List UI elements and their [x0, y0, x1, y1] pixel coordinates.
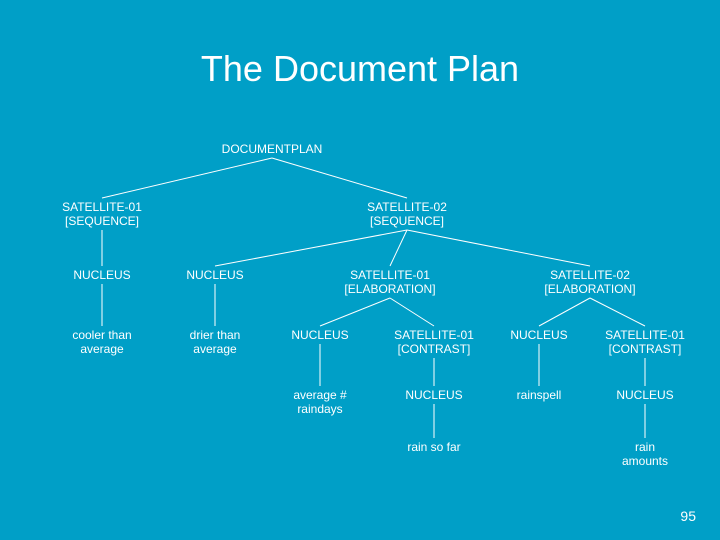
tree-node-s02: SATELLITE-02 [SEQUENCE]	[367, 200, 447, 229]
tree-node-n01a: NUCLEUS	[73, 268, 130, 282]
tree-node-rsp: rainspell	[517, 388, 562, 402]
page-number: 95	[680, 508, 696, 524]
tree-node-root: DOCUMENTPLAN	[222, 142, 323, 156]
tree-edge	[407, 230, 590, 266]
tree-node-ramt: rain amounts	[622, 440, 668, 469]
tree-edge	[215, 230, 407, 266]
tree-node-c02: SATELLITE-01 [CONTRAST]	[605, 328, 685, 357]
tree-node-c01: SATELLITE-01 [CONTRAST]	[394, 328, 474, 357]
tree-node-drier: drier than average	[190, 328, 241, 357]
tree-node-n_c02: NUCLEUS	[616, 388, 673, 402]
tree-edge	[320, 298, 390, 326]
tree-node-e02: SATELLITE-02 [ELABORATION]	[544, 268, 635, 297]
tree-edge	[539, 298, 590, 326]
tree-edge	[390, 230, 407, 266]
tree-node-cooler: cooler than average	[72, 328, 131, 357]
tree-node-n_c01: NUCLEUS	[405, 388, 462, 402]
tree-node-n_e02: NUCLEUS	[510, 328, 567, 342]
tree-edge	[272, 158, 407, 198]
tree-edge	[390, 298, 434, 326]
tree-node-n_e01: NUCLEUS	[291, 328, 348, 342]
tree-node-e01: SATELLITE-01 [ELABORATION]	[344, 268, 435, 297]
tree-edge	[590, 298, 645, 326]
tree-node-rsf: rain so far	[407, 440, 460, 454]
slide-title: The Document Plan	[0, 48, 720, 90]
tree-node-avgnd: average # raindays	[293, 388, 346, 417]
tree-edge	[102, 158, 272, 198]
tree-node-s01: SATELLITE-01 [SEQUENCE]	[62, 200, 142, 229]
tree-node-n01b: NUCLEUS	[186, 268, 243, 282]
